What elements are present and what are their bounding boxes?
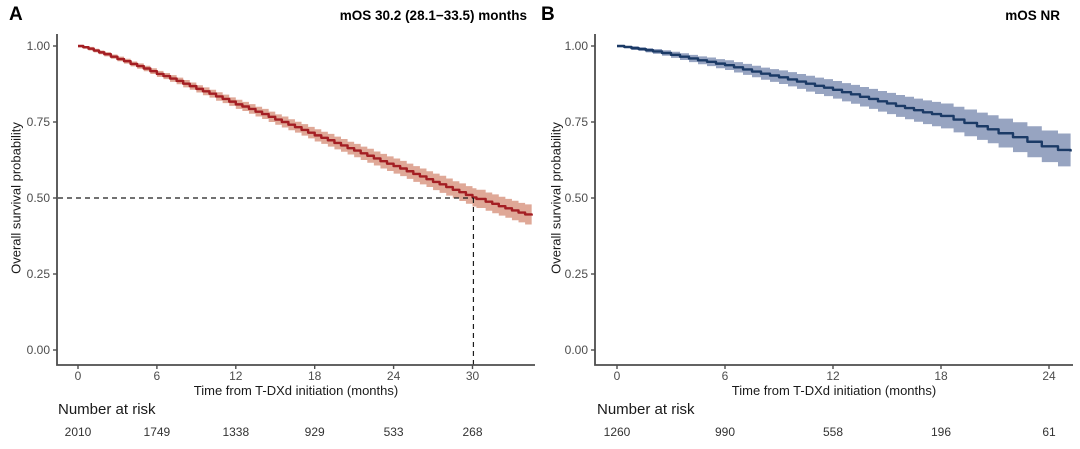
x-tick-label: 12	[826, 369, 840, 383]
panel-a-title: mOS 30.2 (28.1−33.5) months	[339, 8, 527, 23]
x-tick-label: 30	[465, 369, 480, 383]
y-tick-label: 0.75	[26, 115, 50, 129]
panel-b-title: mOS NR	[1005, 8, 1060, 23]
y-tick-label: 0.75	[564, 115, 588, 129]
x-tick-label: 24	[386, 369, 401, 383]
x-tick-label: 6	[721, 369, 729, 383]
panel-b-x-axis-label: Time from T-DXd initiation (months)	[731, 383, 937, 398]
axes-a	[56, 34, 535, 366]
risk-count: 61	[1042, 425, 1056, 439]
y-tick-label: 0.50	[564, 191, 588, 205]
y-tick-label: 0.25	[564, 267, 588, 281]
confidence-band-b	[617, 46, 1071, 169]
y-tick-label: 0.50	[26, 191, 50, 205]
risk-count: 2010	[64, 425, 92, 439]
risk-count: 1260	[603, 425, 631, 439]
panel-b-number-at-risk-label: Number at risk	[597, 401, 695, 418]
risk-count: 990	[714, 425, 736, 439]
x-tick-label: 18	[308, 369, 322, 383]
panel-a-x-axis-label: Time from T-DXd initiation (months)	[193, 383, 399, 398]
x-tick-label: 18	[934, 369, 948, 383]
y-tick-label: 1.00	[564, 39, 588, 53]
y-tick-label: 0.00	[564, 343, 588, 357]
risk-count: 196	[930, 425, 952, 439]
risk-count: 1338	[222, 425, 250, 439]
survival-curve-a	[78, 44, 533, 216]
x-tick-label: 6	[153, 369, 161, 383]
y-tick-label: 0.25	[26, 267, 50, 281]
x-tick-label: 0	[74, 369, 82, 383]
y-tick-label: 1.00	[26, 39, 50, 53]
x-tick-label: 12	[229, 369, 243, 383]
x-tick-label: 24	[1042, 369, 1056, 383]
panel-a-number-at-risk-label: Number at risk	[58, 401, 156, 418]
panel-a-letter: A	[9, 4, 23, 25]
km-panel-b	[591, 34, 1073, 369]
axes-b	[594, 34, 1073, 366]
risk-count: 533	[383, 425, 404, 439]
y-tick-label: 0.00	[26, 343, 50, 357]
x-tick-label: 0	[613, 369, 621, 383]
risk-count: 268	[462, 425, 483, 439]
risk-count: 558	[822, 425, 844, 439]
km-panel-a	[53, 34, 535, 369]
risk-count: 929	[304, 425, 325, 439]
panel-b-letter: B	[541, 4, 555, 25]
risk-count: 1749	[143, 425, 171, 439]
survival-curve-b	[617, 44, 1072, 152]
confidence-band-a	[78, 46, 532, 226]
